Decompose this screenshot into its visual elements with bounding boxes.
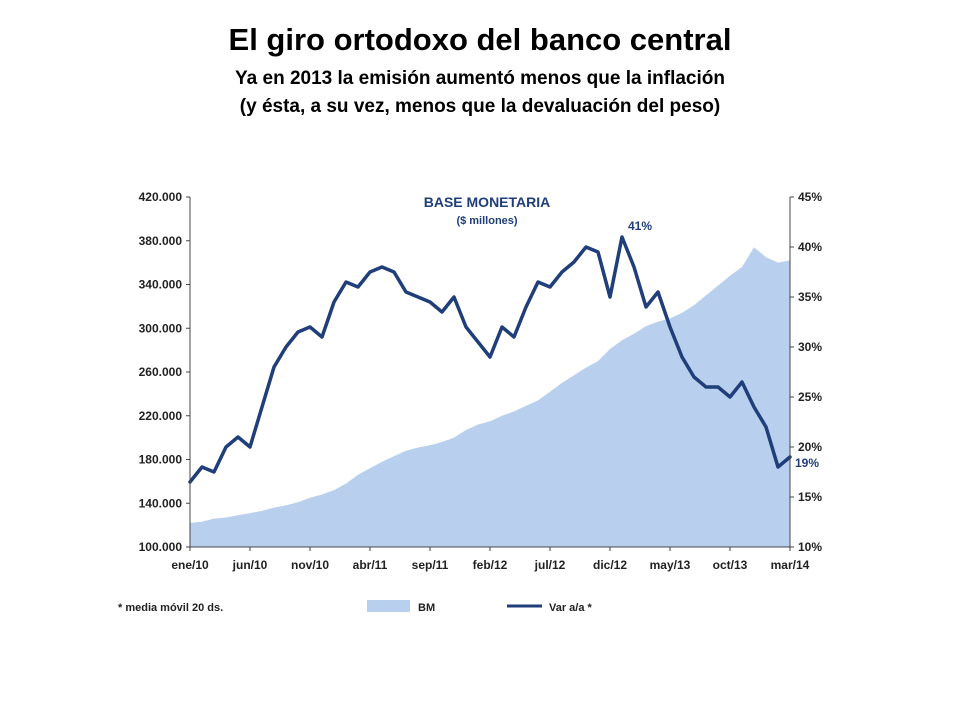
legend-label-var: Var a/a * bbox=[549, 602, 593, 614]
left-tick-label: 260.000 bbox=[139, 365, 183, 379]
left-tick-label: 380.000 bbox=[139, 234, 183, 248]
right-tick-label: 40% bbox=[798, 240, 822, 254]
x-tick-label: jul/12 bbox=[534, 558, 566, 572]
left-tick-label: 220.000 bbox=[139, 409, 183, 423]
right-tick-label: 25% bbox=[798, 390, 822, 404]
bm-area-series bbox=[190, 247, 790, 548]
right-tick-label: 10% bbox=[798, 540, 822, 554]
left-tick-label: 300.000 bbox=[139, 321, 183, 335]
right-tick-label: 30% bbox=[798, 340, 822, 354]
left-tick-label: 420.000 bbox=[139, 190, 183, 204]
right-tick-label: 45% bbox=[798, 190, 822, 204]
annotation-last: 19% bbox=[795, 456, 819, 470]
right-tick-label: 35% bbox=[798, 290, 822, 304]
x-tick-label: abr/11 bbox=[353, 558, 388, 572]
slide-subtitle-line2: (y ésta, a su vez, menos que la devaluac… bbox=[239, 96, 721, 117]
slide-title: El giro ortodoxo del banco central bbox=[228, 22, 732, 57]
slide-subtitle-line1: Ya en 2013 la emisión aumentó menos que … bbox=[235, 68, 725, 89]
legend-swatch-bm bbox=[367, 600, 410, 612]
left-tick-label: 340.000 bbox=[139, 278, 183, 292]
x-tick-label: mar/14 bbox=[771, 558, 810, 572]
x-tick-label: sep/11 bbox=[412, 558, 449, 572]
chart-subtitle: ($ millones) bbox=[456, 215, 517, 227]
right-tick-label: 20% bbox=[798, 440, 822, 454]
x-tick-label: oct/13 bbox=[713, 558, 748, 572]
x-tick-label: jun/10 bbox=[232, 558, 268, 572]
x-tick-label: dic/12 bbox=[593, 558, 627, 572]
right-tick-label: 15% bbox=[798, 490, 822, 504]
legend-label-bm: BM bbox=[418, 602, 435, 614]
left-tick-label: 140.000 bbox=[139, 496, 183, 510]
chart-note: * media móvil 20 ds. bbox=[118, 602, 223, 614]
left-tick-label: 180.000 bbox=[139, 453, 183, 467]
x-tick-label: feb/12 bbox=[473, 558, 508, 572]
chart-title: BASE MONETARIA bbox=[424, 194, 551, 210]
annotation-peak: 41% bbox=[628, 219, 652, 233]
x-tick-label: nov/10 bbox=[291, 558, 329, 572]
x-tick-label: ene/10 bbox=[171, 558, 209, 572]
var-aa-line-series bbox=[188, 235, 792, 484]
x-tick-label: may/13 bbox=[650, 558, 691, 572]
left-tick-label: 100.000 bbox=[139, 540, 183, 554]
